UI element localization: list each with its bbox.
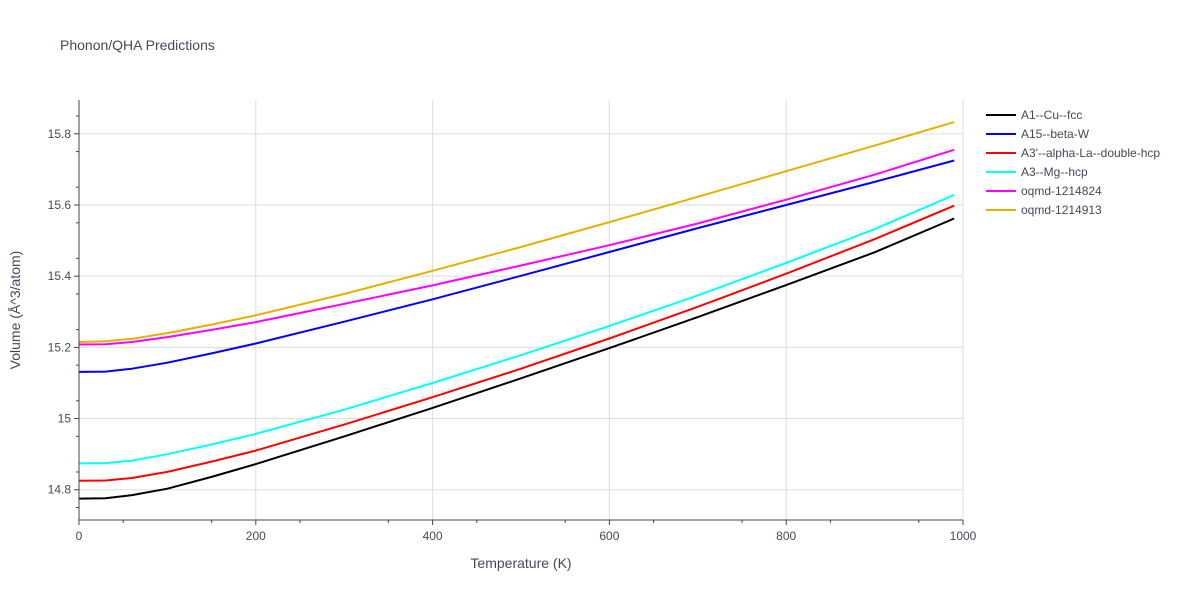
- series-line-5: [78, 121, 955, 343]
- legend-label: A15--beta-W: [1021, 127, 1090, 141]
- legend-item-1[interactable]: A15--beta-W: [986, 127, 1090, 141]
- legend-label: A1--Cu--fcc: [1021, 108, 1082, 122]
- y-tick-label: 15.4: [48, 269, 72, 283]
- legend-item-4[interactable]: oqmd-1214824: [986, 184, 1102, 198]
- x-tick-label: 800: [776, 529, 796, 543]
- x-tick-label: 400: [423, 529, 443, 543]
- x-tick-label: 200: [246, 529, 266, 543]
- y-tick-label: 14.8: [48, 483, 72, 497]
- legend-item-0[interactable]: A1--Cu--fcc: [986, 108, 1082, 122]
- y-tick-label: 15.6: [48, 198, 72, 212]
- x-axis-ticks: 0 200 400 600 800 1000: [76, 520, 977, 543]
- x-tick-label: 0: [76, 529, 83, 543]
- series-line-1: [78, 159, 955, 373]
- y-axis-ticks: 14.8 15 15.2 15.4 15.6 15.8: [48, 115, 79, 509]
- legend-item-2[interactable]: A3'--alpha-La--double-hcp: [986, 146, 1160, 160]
- legend-label: A3--Mg--hcp: [1021, 165, 1088, 179]
- legend-label: oqmd-1214913: [1021, 203, 1102, 217]
- y-axis-label: Volume (Å^3/atom): [7, 251, 23, 370]
- y-tick-label: 15: [58, 412, 72, 426]
- chart-title: Phonon/QHA Predictions: [60, 37, 215, 53]
- series-line-2: [78, 204, 955, 482]
- x-axis-label: Temperature (K): [470, 555, 571, 571]
- series-line-4: [78, 148, 955, 346]
- x-tick-label: 600: [599, 529, 619, 543]
- series-lines: [78, 121, 955, 500]
- legend-item-5[interactable]: oqmd-1214913: [986, 203, 1102, 217]
- series-line-0: [78, 217, 955, 500]
- series-line-3: [78, 194, 955, 465]
- legend-item-3[interactable]: A3--Mg--hcp: [986, 165, 1088, 179]
- legend-label: oqmd-1214824: [1021, 184, 1102, 198]
- legend-label: A3'--alpha-La--double-hcp: [1021, 146, 1160, 160]
- y-tick-label: 15.8: [48, 127, 72, 141]
- grid: [79, 100, 964, 520]
- y-tick-label: 15.2: [48, 340, 72, 354]
- x-tick-label: 1000: [950, 529, 977, 543]
- legend[interactable]: A1--Cu--fcc A15--beta-W A3'--alpha-La--dou…: [986, 108, 1160, 217]
